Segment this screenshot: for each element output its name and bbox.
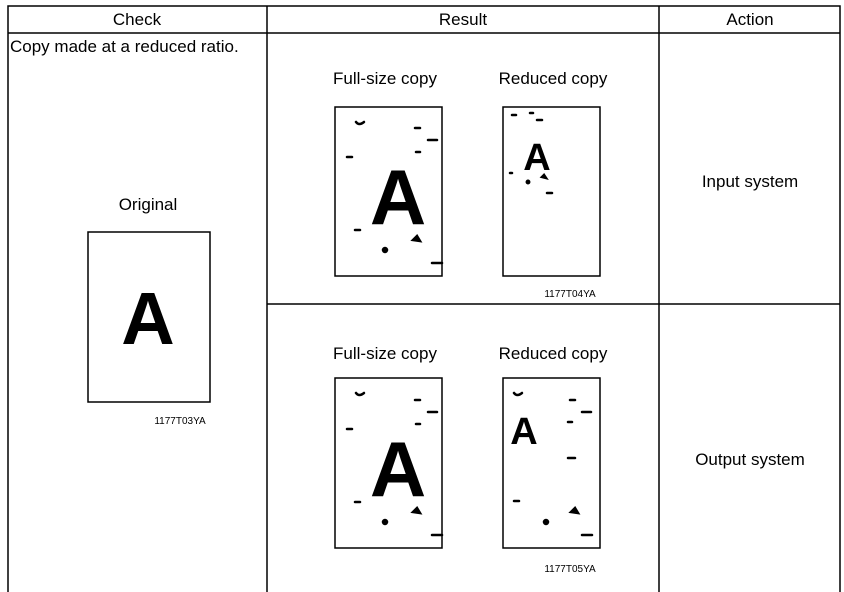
reduced-label: Reduced copy <box>499 344 608 363</box>
header-cell: Action <box>726 10 773 29</box>
header-cell: Result <box>439 10 487 29</box>
reduced-letter: A <box>510 411 537 453</box>
full-size-label: Full-size copy <box>333 69 437 88</box>
reduced-sheet <box>502 377 601 549</box>
table-border <box>7 5 841 592</box>
header-cell: Check <box>113 10 162 29</box>
image-code: 1177T04YA <box>544 289 596 300</box>
action-cell: Input system <box>702 172 798 191</box>
full-size-sheet <box>334 106 443 277</box>
full-size-sheet <box>334 377 443 549</box>
original-label: Original <box>119 195 178 214</box>
specks <box>345 111 554 265</box>
image-code: 1177T05YA <box>544 564 596 575</box>
original-letter: A <box>121 277 174 360</box>
reduced-label: Reduced copy <box>499 69 608 88</box>
full-size-letter: A <box>370 153 426 241</box>
full-size-letter: A <box>370 425 426 513</box>
specks <box>345 391 594 537</box>
full-size-label: Full-size copy <box>333 344 437 363</box>
image-code: 1177T03YA <box>154 416 206 427</box>
reduced-letter: A <box>523 137 550 179</box>
check-cell: Copy made at a reduced ratio. <box>10 37 239 56</box>
action-cell: Output system <box>695 450 805 469</box>
original-sheet <box>87 231 211 403</box>
table-grid <box>7 5 841 592</box>
reduced-sheet <box>502 106 601 277</box>
